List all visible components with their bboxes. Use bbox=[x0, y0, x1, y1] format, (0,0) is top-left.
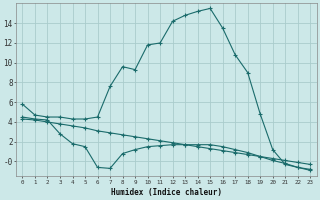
X-axis label: Humidex (Indice chaleur): Humidex (Indice chaleur) bbox=[111, 188, 222, 197]
